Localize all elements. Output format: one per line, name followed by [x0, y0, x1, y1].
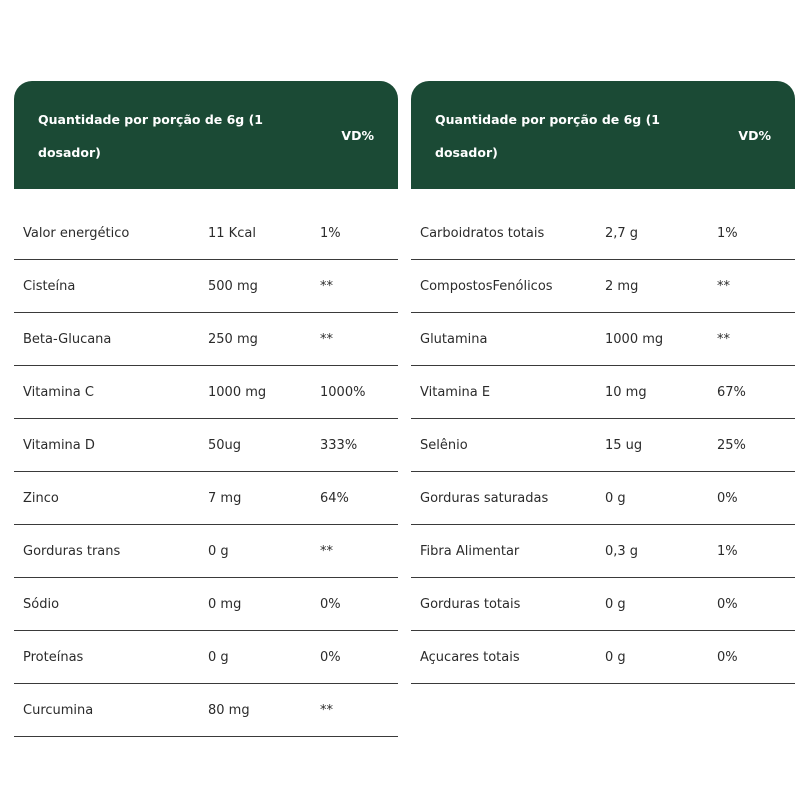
nutrient-amount: 0 g — [605, 491, 626, 506]
nutrient-vd: 0% — [320, 650, 341, 665]
nutrient-vd: 0% — [717, 491, 738, 506]
nutrient-name: Cisteína — [23, 279, 76, 294]
nutrient-vd: 333% — [320, 438, 358, 453]
nutrient-vd: ** — [717, 332, 730, 347]
nutrient-amount: 500 mg — [208, 279, 258, 294]
nutrient-vd: ** — [717, 279, 730, 294]
table-header: Quantidade por porção de 6g (1 dosador) … — [411, 81, 795, 189]
table-row: Gorduras trans 0 g ** — [14, 525, 398, 578]
table-row: Gorduras totais 0 g 0% — [411, 578, 795, 631]
nutrient-name: Valor energético — [23, 226, 130, 241]
nutrient-amount: 15 ug — [605, 438, 643, 453]
nutrition-table-right: Quantidade por porção de 6g (1 dosador) … — [411, 81, 795, 684]
table-row: Glutamina 1000 mg ** — [411, 313, 795, 366]
table-row: Zinco 7 mg 64% — [14, 472, 398, 525]
table-row: Selênio 15 ug 25% — [411, 419, 795, 472]
nutrient-vd: 0% — [717, 650, 738, 665]
nutrient-name: Beta-Glucana — [23, 332, 112, 347]
table-row: Cisteína 500 mg ** — [14, 260, 398, 313]
serving-size-label: Quantidade por porção de 6g (1 dosador) — [38, 112, 263, 160]
nutrient-name: CompostosFenólicos — [420, 279, 553, 294]
nutrient-name: Fibra Alimentar — [420, 544, 520, 559]
table-row: Valor energético 11 Kcal 1% — [14, 207, 398, 260]
nutrient-amount: 0 g — [208, 650, 229, 665]
nutrient-amount: 0 g — [605, 597, 626, 612]
nutrient-name: Vitamina D — [23, 438, 95, 453]
nutrient-amount: 1000 mg — [605, 332, 664, 347]
nutrient-vd: 1000% — [320, 385, 366, 400]
nutrient-amount: 7 mg — [208, 491, 242, 506]
nutrient-amount: 50ug — [208, 438, 242, 453]
nutrient-amount: 2 mg — [605, 279, 639, 294]
table-row: Vitamina D 50ug 333% — [14, 419, 398, 472]
nutrition-table-left: Quantidade por porção de 6g (1 dosador) … — [14, 81, 398, 737]
nutrient-name: Selênio — [420, 438, 468, 453]
table-header: Quantidade por porção de 6g (1 dosador) … — [14, 81, 398, 189]
nutrient-vd: ** — [320, 703, 333, 718]
nutrient-name: Gorduras saturadas — [420, 491, 549, 506]
table-row: Vitamina E 10 mg 67% — [411, 366, 795, 419]
nutrient-vd: 1% — [320, 226, 341, 241]
nutrient-name: Gorduras trans — [23, 544, 121, 559]
nutrient-amount: 11 Kcal — [208, 226, 256, 241]
serving-size-label: Quantidade por porção de 6g (1 dosador) — [435, 112, 660, 160]
nutrient-amount: 80 mg — [208, 703, 250, 718]
table-row: Beta-Glucana 250 mg ** — [14, 313, 398, 366]
nutrient-vd: 1% — [717, 544, 738, 559]
table-row: Sódio 0 mg 0% — [14, 578, 398, 631]
table-row: CompostosFenólicos 2 mg ** — [411, 260, 795, 313]
nutrient-vd: 0% — [717, 597, 738, 612]
nutrient-name: Açucares totais — [420, 650, 520, 665]
nutrient-amount: 250 mg — [208, 332, 258, 347]
nutrient-amount: 2,7 g — [605, 226, 639, 241]
nutrient-amount: 0 g — [208, 544, 229, 559]
nutrient-vd: 0% — [320, 597, 341, 612]
nutrient-name: Carboidratos totais — [420, 226, 545, 241]
table-row: Proteínas 0 g 0% — [14, 631, 398, 684]
nutrient-vd: 64% — [320, 491, 349, 506]
nutrient-amount: 0 mg — [208, 597, 242, 612]
table-row: Fibra Alimentar 0,3 g 1% — [411, 525, 795, 578]
table-row: Curcumina 80 mg ** — [14, 684, 398, 737]
nutrient-vd: ** — [320, 332, 333, 347]
nutrient-name: Proteínas — [23, 650, 84, 665]
nutrient-name: Gorduras totais — [420, 597, 521, 612]
vd-label: VD% — [738, 128, 771, 143]
vd-label: VD% — [341, 128, 374, 143]
nutrient-amount: 0 g — [605, 650, 626, 665]
nutrient-name: Vitamina E — [420, 385, 491, 400]
table-row: Açucares totais 0 g 0% — [411, 631, 795, 684]
nutrient-amount: 0,3 g — [605, 544, 639, 559]
nutrient-vd: ** — [320, 544, 333, 559]
nutrient-vd: 67% — [717, 385, 746, 400]
table-body: Valor energético 11 Kcal 1% Cisteína 500 mg… — [14, 207, 398, 737]
nutrient-name: Sódio — [23, 597, 60, 612]
nutrient-amount: 10 mg — [605, 385, 647, 400]
nutrient-name: Curcumina — [23, 703, 94, 718]
table-body: Carboidratos totais 2,7 g 1% CompostosFenó… — [411, 207, 795, 684]
nutrient-amount: 1000 mg — [208, 385, 267, 400]
table-row: Vitamina C 1000 mg 1000% — [14, 366, 398, 419]
nutrient-name: Zinco — [23, 491, 59, 506]
nutrient-name: Vitamina C — [23, 385, 94, 400]
nutrient-name: Glutamina — [420, 332, 488, 347]
table-row: Gorduras saturadas 0 g 0% — [411, 472, 795, 525]
nutrient-vd: ** — [320, 279, 333, 294]
nutrient-vd: 25% — [717, 438, 746, 453]
table-row: Carboidratos totais 2,7 g 1% — [411, 207, 795, 260]
nutrient-vd: 1% — [717, 226, 738, 241]
